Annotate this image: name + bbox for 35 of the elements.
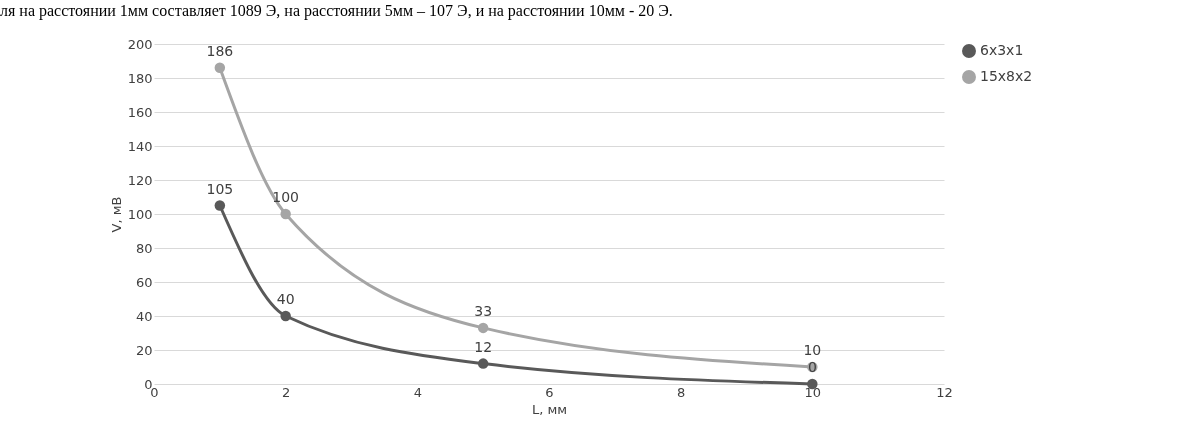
y-tick-label: 180 — [127, 70, 153, 86]
y-tick-label: 20 — [135, 342, 153, 358]
y-tick-label: 40 — [135, 308, 153, 324]
x-tick-label: 12 — [936, 384, 953, 400]
x-tick-label: 10 — [804, 384, 822, 400]
data-label: 10 — [803, 342, 822, 358]
legend-label: 6x3x1 — [980, 42, 1024, 58]
data-label: 105 — [206, 180, 234, 197]
data-label: 100 — [272, 189, 300, 205]
y-tick-label: 100 — [127, 206, 153, 222]
y-tick-label: 80 — [135, 240, 153, 256]
x-axis-title: L, мм — [531, 401, 568, 417]
x-tick-label: 8 — [677, 384, 686, 400]
y-tick-label: 60 — [135, 274, 153, 290]
data-label: 186 — [206, 42, 234, 59]
x-tick-label: 6 — [545, 384, 554, 400]
point — [477, 358, 489, 369]
point — [214, 200, 226, 211]
x-tick-label: 2 — [282, 384, 291, 400]
data-label: 33 — [474, 302, 493, 319]
y-tick-label: 160 — [127, 104, 153, 120]
data-label: 12 — [474, 338, 493, 355]
point — [214, 62, 226, 74]
y-axis-title: V, мВ — [108, 196, 124, 233]
y-tick-label: 120 — [127, 172, 153, 188]
y-tick-label: 200 — [127, 36, 153, 52]
x-tick-label: 4 — [413, 384, 422, 400]
point — [477, 322, 489, 334]
y-tick-label: 140 — [127, 138, 153, 154]
point — [280, 208, 291, 220]
data-label: 0 — [807, 359, 817, 375]
legend-label: 15x8x2 — [980, 68, 1033, 84]
point — [280, 310, 291, 322]
text: ля на расстоянии 1мм составляет 1089 Э, на расстоянии 5мм – 107 Э, и на расстоянии 10мм - 20 Э. — [0, 2, 674, 20]
data-label: 40 — [276, 291, 295, 307]
